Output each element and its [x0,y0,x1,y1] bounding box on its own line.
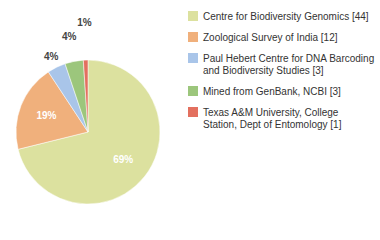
legend: Centre for Biodiversity Genomics [44] Zoo… [188,11,374,130]
legend-label: Texas A&M University, CollegeStation, De… [203,107,342,130]
data-label: 4% [44,51,59,62]
pie-slice [83,60,88,132]
data-label: 1% [77,17,92,28]
legend-label: Mined from GenBank, NCBI [3] [203,86,341,97]
chart: 69%19%4%4%1%Centre for Biodiversity Geno… [0,0,380,240]
legend-swatch [188,11,198,21]
legend-label: Centre for Biodiversity Genomics [44] [203,11,369,22]
legend-swatch [188,86,198,96]
pie-slice [65,60,88,132]
legend-label: Paul Hebert Centre for DNA Barcodingand … [203,53,374,76]
legend-swatch [188,107,198,117]
pie: 69%19%4%4%1% [16,17,160,204]
legend-swatch [188,32,198,42]
legend-label: Zoological Survey of India [12] [203,32,338,43]
legend-swatch [188,53,198,63]
data-label: 19% [36,110,56,121]
data-label: 69% [113,154,133,165]
data-label: 4% [62,31,77,42]
